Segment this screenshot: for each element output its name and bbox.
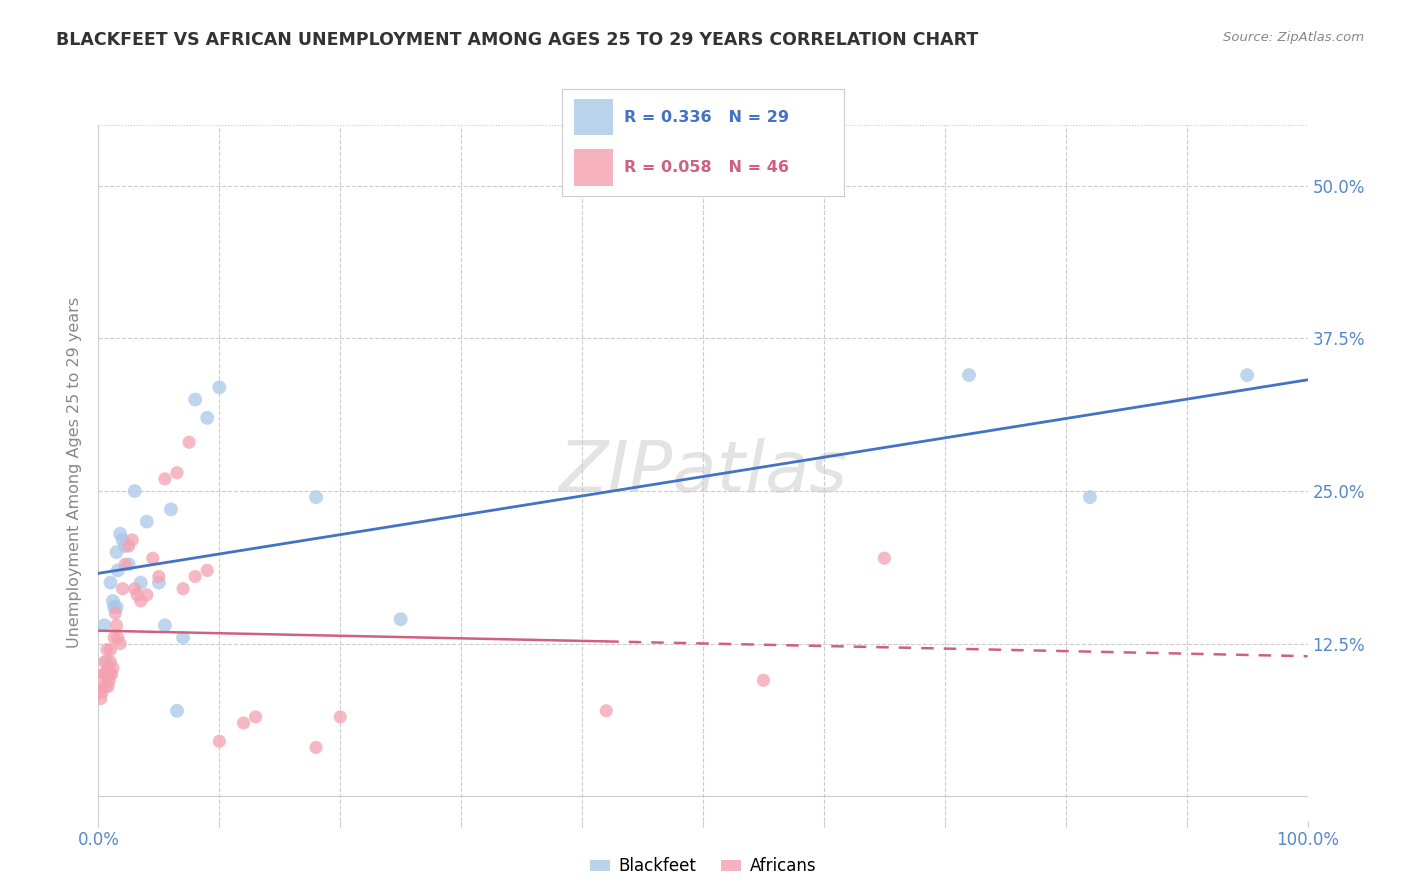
Point xyxy=(96,667,118,681)
Point xyxy=(135,515,157,529)
Point xyxy=(114,558,136,572)
Point xyxy=(111,582,134,596)
Point xyxy=(101,594,124,608)
Point xyxy=(1236,368,1258,383)
Point xyxy=(873,551,896,566)
Point xyxy=(179,435,201,450)
Point xyxy=(124,484,146,499)
Point xyxy=(97,667,120,681)
Point xyxy=(107,563,129,577)
Point xyxy=(124,582,146,596)
Point xyxy=(111,533,134,547)
Point xyxy=(105,600,128,615)
Point xyxy=(108,526,131,541)
Point xyxy=(118,558,141,572)
Legend: Blackfeet, Africans: Blackfeet, Africans xyxy=(583,851,823,882)
Point xyxy=(172,631,194,645)
Point xyxy=(184,392,207,407)
Point xyxy=(105,545,128,559)
Point xyxy=(103,631,125,645)
Point xyxy=(104,606,127,620)
Point xyxy=(329,710,352,724)
Point xyxy=(153,472,176,486)
Point xyxy=(148,569,170,583)
Point xyxy=(135,588,157,602)
Point xyxy=(97,679,120,693)
Point xyxy=(166,704,188,718)
Point xyxy=(94,679,117,693)
Point xyxy=(114,539,136,553)
Point xyxy=(1078,490,1101,504)
Point xyxy=(153,618,176,632)
Point xyxy=(752,673,775,688)
Point xyxy=(101,661,124,675)
Point xyxy=(121,533,143,547)
Point xyxy=(195,563,218,577)
Point xyxy=(98,673,121,688)
Text: BLACKFEET VS AFRICAN UNEMPLOYMENT AMONG AGES 25 TO 29 YEARS CORRELATION CHART: BLACKFEET VS AFRICAN UNEMPLOYMENT AMONG … xyxy=(56,31,979,49)
Point xyxy=(118,539,141,553)
Point xyxy=(127,588,149,602)
Point xyxy=(208,380,231,394)
Point xyxy=(100,655,122,669)
Point xyxy=(91,685,114,699)
Point xyxy=(160,502,183,516)
Point xyxy=(98,667,121,681)
Text: R = 0.336   N = 29: R = 0.336 N = 29 xyxy=(624,110,789,125)
Point xyxy=(142,551,165,566)
Point xyxy=(595,704,617,718)
Text: R = 0.058   N = 46: R = 0.058 N = 46 xyxy=(624,160,789,175)
Y-axis label: Unemployment Among Ages 25 to 29 years: Unemployment Among Ages 25 to 29 years xyxy=(67,297,83,648)
Point xyxy=(91,679,114,693)
Point xyxy=(166,466,188,480)
Point xyxy=(103,600,125,615)
Point xyxy=(107,631,129,645)
Point xyxy=(172,582,194,596)
Point xyxy=(305,490,328,504)
Point xyxy=(148,575,170,590)
Point xyxy=(100,642,122,657)
Bar xyxy=(574,99,613,136)
Point xyxy=(100,667,122,681)
Point xyxy=(91,667,114,681)
Point xyxy=(129,575,152,590)
Point xyxy=(100,575,122,590)
Bar xyxy=(574,149,613,186)
Point xyxy=(129,594,152,608)
Point xyxy=(184,569,207,583)
Point xyxy=(389,612,412,626)
Point xyxy=(90,691,112,706)
Point xyxy=(232,716,254,731)
Point xyxy=(96,642,118,657)
Point xyxy=(108,637,131,651)
Point xyxy=(93,655,115,669)
Text: ZIPatlas: ZIPatlas xyxy=(558,438,848,508)
Point xyxy=(957,368,980,383)
Point xyxy=(305,740,328,755)
Point xyxy=(96,655,118,669)
Point xyxy=(93,618,115,632)
Point xyxy=(105,618,128,632)
Point xyxy=(208,734,231,748)
Point xyxy=(97,661,120,675)
Text: Source: ZipAtlas.com: Source: ZipAtlas.com xyxy=(1223,31,1364,45)
Point xyxy=(195,410,218,425)
Point xyxy=(245,710,267,724)
Point xyxy=(93,667,115,681)
